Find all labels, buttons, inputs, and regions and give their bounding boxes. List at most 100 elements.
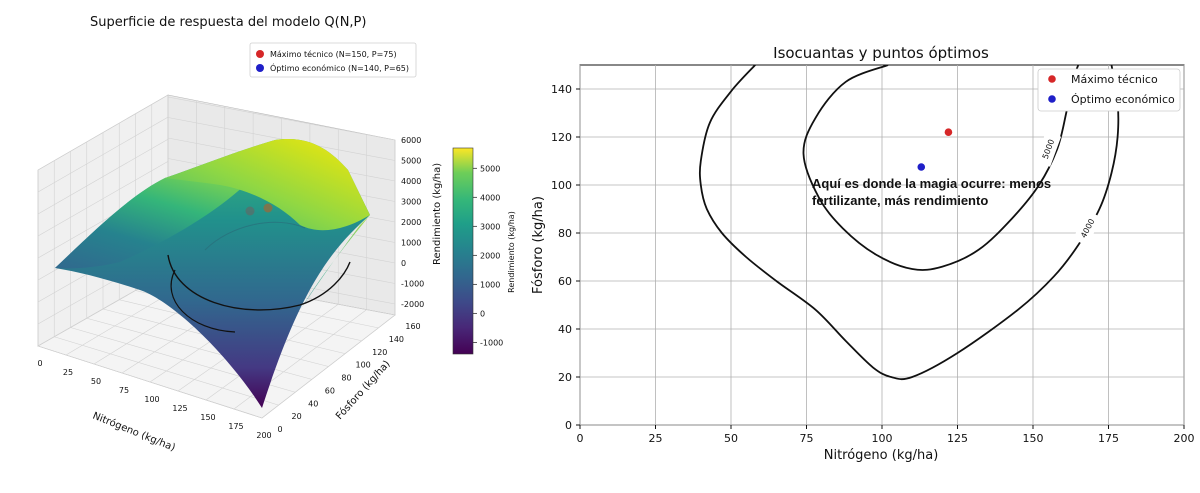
x-tick-label: 200 [256,431,271,440]
surface-left-slope [55,172,250,269]
y-tick-label: 40 [558,323,572,336]
x-tick-label: 100 [872,432,893,445]
y-tick-label: 120 [372,348,387,357]
x-tick-label: 100 [144,395,159,404]
y-tick-label: 80 [341,374,351,383]
legend-box [1037,68,1181,112]
y-tick-label: 60 [325,386,335,395]
colorbar-tick-label: 1000 [480,280,500,289]
x-tick-label: 25 [63,368,73,377]
y-tick-label: 80 [558,227,572,240]
z-axis-ticks: -2000 -1000 0 1000 2000 3000 4000 5000 6000 [401,136,424,309]
x-tick-label: 175 [228,422,243,431]
colorbar: -1000 0 1000 2000 3000 4000 5000 Rendimiento (… [452,147,516,355]
z-tick-label: -1000 [401,280,424,289]
point-optimo-economico [245,206,255,216]
grid-leftwall-z [37,138,169,215]
x-tick-label: 0 [577,432,584,445]
x-tick-label: 75 [800,432,814,445]
legend-label-maximo: Máximo técnico [1071,73,1158,86]
floor-contour-line [167,254,351,311]
surface-points [245,203,273,216]
grid-leftwall-z [37,161,169,237]
y-tick-label: 100 [551,179,572,192]
z-tick-label: 1000 [401,239,421,248]
x-axis-ticks: 0 25 50 75 100 125 150 175 200 [577,425,1195,445]
grid-floor-y [54,336,279,406]
annotation: Aquí es donde la magia ocurre: menos fer… [812,176,1051,208]
legend-marker-optimo [256,64,264,72]
z-tick-label: 5000 [401,157,421,166]
x-tick-label: 150 [200,413,215,422]
y-tick-label: 0 [277,425,282,434]
x-tick-label: 50 [91,377,101,386]
legend-marker-maximo [1048,75,1056,83]
response-surface [55,139,370,408]
surface-plot-title: Superficie de respuesta del modelo Q(N,P… [90,15,366,30]
z-tick-label: 0 [401,259,406,268]
colorbar-tick-label: 4000 [480,193,500,202]
legend-box [249,42,417,78]
grid-leftwall-z [37,94,169,171]
surface-contour-line [204,221,306,251]
colorbar-tick-label: 0 [480,309,485,318]
x-tick-label: 175 [1098,432,1119,445]
y-axis-ticks: 0 20 40 60 80 100 120 140 [551,83,580,432]
x-tick-label: 125 [947,432,968,445]
z-tick-label: 3000 [401,198,421,207]
colorbar-tick-label: 5000 [480,164,500,173]
y-tick-label: 20 [292,412,302,421]
legend-marker-optimo [1048,95,1056,103]
grid-wall-z [167,117,396,161]
y-tick-label: 160 [405,322,420,331]
x-axis-ticks: 0 25 50 75 100 125 150 175 200 [37,359,271,440]
floor-contour-line-outer [170,269,236,333]
z-tick-label: -2000 [401,300,424,309]
legend-label-maximo: Máximo técnico (N=150, P=75) [270,49,397,59]
legend-marker-maximo [256,50,264,58]
x-tick-label: 200 [1174,432,1195,445]
contour-plot-title: Isocuantas y puntos óptimos [773,44,989,62]
surface-plot: Superficie de respuesta del modelo Q(N,P… [37,15,516,454]
grid-leftwall-z [37,116,169,193]
annotation-line-1: Aquí es donde la magia ocurre: menos [812,176,1051,191]
y-tick-label: 20 [558,371,572,384]
y-tick-label: 100 [355,361,370,370]
contour-label-bg [1035,131,1062,167]
colorbar-tick-label: 3000 [480,222,500,231]
z-axis-label: Rendimiento (kg/ha) [432,163,443,265]
y-tick-label: 120 [551,131,572,144]
x-axis-label: Nitrógeno (kg/ha) [91,410,177,454]
x-tick-label: 25 [649,432,663,445]
x-tick-label: 50 [724,432,738,445]
legend-label-optimo: Óptimo económico [1071,93,1175,106]
z-tick-label: 2000 [401,218,421,227]
y-tick-label: 140 [389,335,404,344]
y-tick-label: 40 [308,399,318,408]
y-axis-label: Fósforo (kg/ha) [531,196,546,294]
point-maximo-tecnico [263,203,273,213]
optimal-points [917,128,953,171]
x-tick-label: 125 [172,404,187,413]
colorbar-gradient [452,147,474,355]
x-tick-label: 75 [119,386,129,395]
grid-wall-z [167,96,396,141]
x-tick-label: 150 [1023,432,1044,445]
contour-label-bg [1072,210,1102,247]
contour-legend: Máximo técnico Óptimo económico [1037,68,1181,112]
y-tick-label: 140 [551,83,572,96]
y-tick-label: 60 [558,275,572,288]
point-optimo-economico [917,163,926,171]
colorbar-ticks: -1000 0 1000 2000 3000 4000 5000 [473,164,503,347]
x-tick-label: 0 [37,359,42,368]
x-axis-label: Nitrógeno (kg/ha) [824,448,939,463]
z-tick-label: 4000 [401,177,421,186]
surface-peak [165,139,370,231]
colorbar-tick-label: -1000 [480,338,503,347]
isoquant-4000 [698,65,1120,381]
